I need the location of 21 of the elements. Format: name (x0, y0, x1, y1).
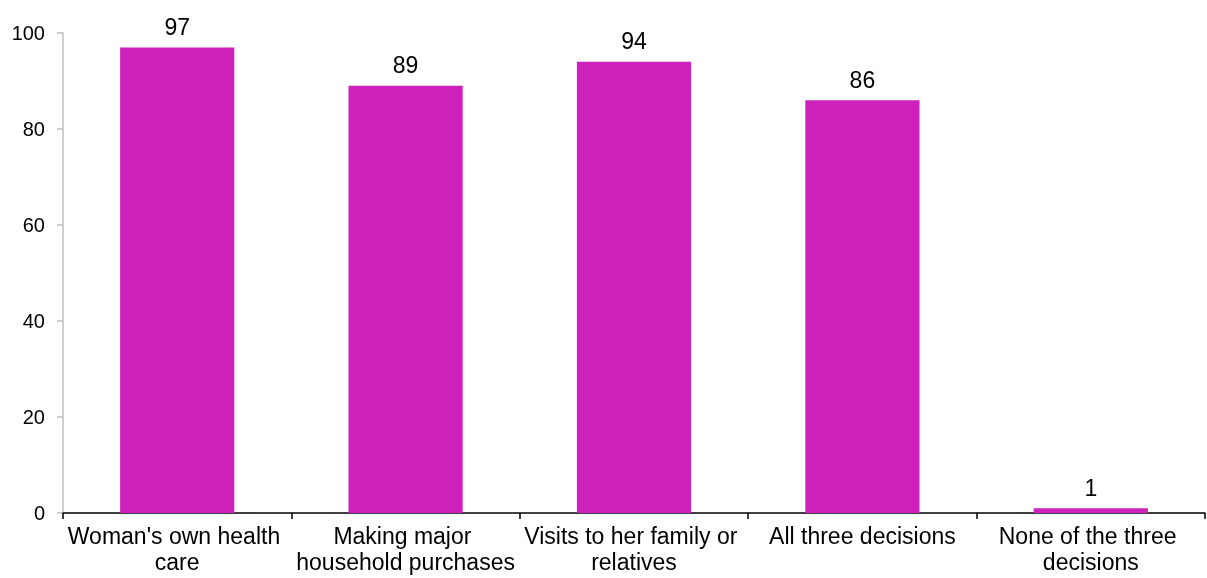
y-tick-label: 60 (22, 214, 45, 236)
y-tick-label: 20 (22, 406, 45, 428)
y-tick-label: 80 (22, 118, 45, 140)
x-tick-label: None of the three decisions (998, 523, 1183, 575)
y-tick-label: 0 (33, 502, 45, 524)
bar (348, 85, 463, 513)
data-label: 89 (392, 52, 419, 79)
bar (1033, 508, 1148, 513)
data-label: 94 (621, 28, 647, 55)
x-tick-label: Making major household purchases (296, 523, 515, 575)
bar (576, 61, 692, 513)
bar (120, 47, 235, 513)
y-tick-label: 100 (11, 22, 45, 44)
x-tick-label: All three decisions (769, 523, 956, 549)
x-tick-label: Woman's own health care (67, 523, 287, 575)
data-label: 97 (164, 13, 190, 40)
y-tick-label: 40 (22, 310, 45, 332)
data-label: 1 (1084, 474, 1098, 501)
x-tick-label: Visits to her family or relatives (524, 523, 744, 575)
data-label: 86 (849, 66, 876, 93)
bar (805, 100, 920, 513)
